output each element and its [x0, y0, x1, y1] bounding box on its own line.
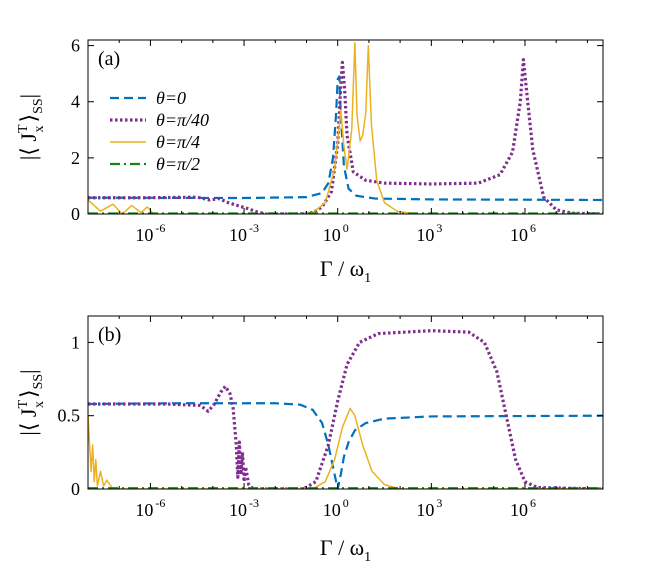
x-tick-exponent: -3	[249, 221, 259, 235]
legend-label: θ=π/2	[156, 154, 200, 174]
x-tick-label: 10	[135, 500, 153, 520]
legend-label: θ=π/40	[156, 110, 209, 130]
x-axis-title: Γ / ω1	[320, 535, 371, 565]
axes-box	[87, 39, 604, 215]
x-tick-exponent: 6	[530, 496, 536, 510]
series-line-1	[88, 75, 603, 202]
x-tick-label: 10	[510, 225, 528, 245]
panel-label: (a)	[98, 48, 120, 70]
y-tick-label: 0.5	[58, 406, 81, 426]
y-tick-label: 2	[71, 148, 80, 168]
x-tick-label: 10	[323, 500, 341, 520]
x-axis-title: Γ / ω1	[320, 256, 371, 286]
panel-label: (b)	[98, 324, 121, 346]
series-line-1	[88, 402, 603, 489]
x-tick-label: 10	[323, 225, 341, 245]
y-tick-label: 0	[71, 479, 80, 499]
y-axis-title: |⟨ JTx⟩SS|	[16, 369, 47, 435]
x-tick-exponent: -3	[249, 496, 259, 510]
x-tick-exponent: -6	[155, 221, 165, 235]
x-tick-label: 10	[229, 500, 247, 520]
y-tick-label: 6	[71, 36, 80, 56]
x-tick-exponent: 3	[436, 221, 442, 235]
series-line-3	[88, 42, 603, 214]
series-line-2	[88, 58, 603, 214]
x-tick-exponent: -6	[155, 496, 165, 510]
axes-box	[87, 315, 604, 490]
x-tick-exponent: 3	[436, 496, 442, 510]
series-line-3	[88, 407, 603, 489]
x-tick-label: 10	[135, 225, 153, 245]
x-tick-label: 10	[229, 225, 247, 245]
legend-label: θ=0	[156, 88, 186, 108]
y-axis-title: |⟨ JTx⟩SS|	[16, 94, 47, 160]
x-tick-exponent: 0	[343, 496, 349, 510]
y-tick-label: 1	[71, 332, 80, 352]
y-tick-label: 0	[71, 204, 80, 224]
x-tick-exponent: 6	[530, 221, 536, 235]
y-tick-label: 4	[71, 92, 80, 112]
legend-label: θ=π/4	[156, 132, 200, 152]
x-tick-exponent: 0	[343, 221, 349, 235]
x-tick-label: 10	[416, 500, 434, 520]
panel-1: 10 -6 10 -3 10 0 10 3 10 600.51 (b)Γ / ω1|⟨ JTx⟩SS…	[16, 315, 604, 565]
x-tick-label: 10	[416, 225, 434, 245]
series-line-2	[88, 329, 603, 489]
legend: θ=0θ=π/40θ=π/4θ=π/2	[110, 88, 209, 174]
x-tick-label: 10	[510, 500, 528, 520]
